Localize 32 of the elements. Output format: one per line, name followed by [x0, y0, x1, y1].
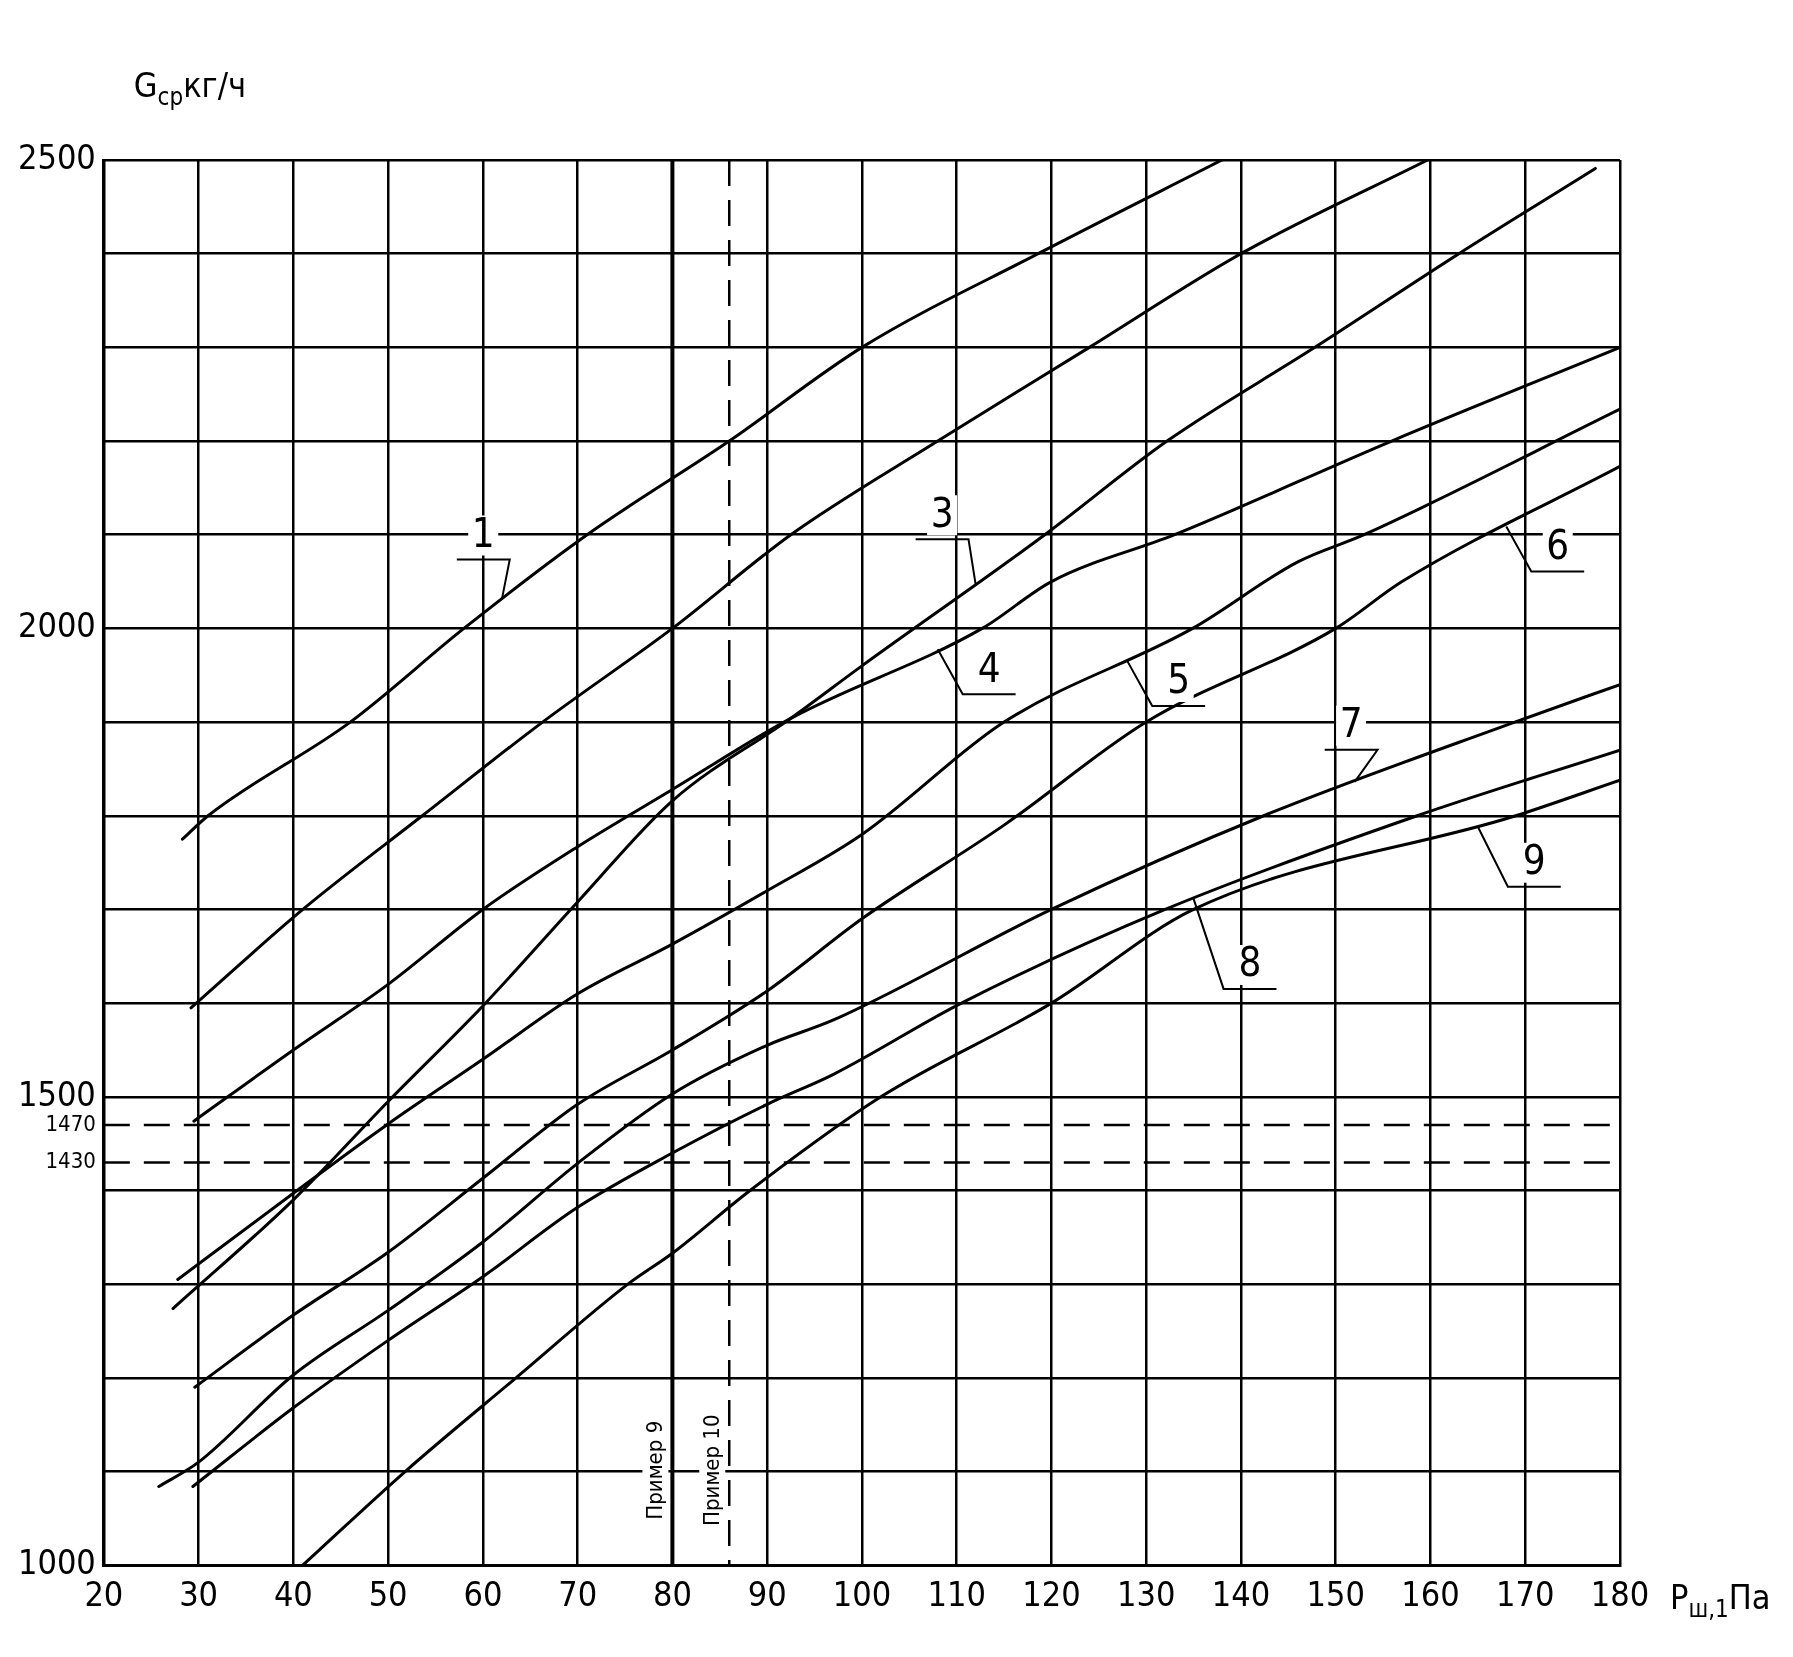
y-tick-label: 2500 [18, 136, 96, 177]
x-tick-label: 110 [927, 1574, 986, 1615]
y-tick-label: 2000 [18, 605, 96, 646]
x-tick-label: 120 [1022, 1574, 1081, 1615]
x-tick-label: 90 [747, 1574, 787, 1615]
x-tick-label: 180 [1590, 1574, 1650, 1615]
x-tick-label: 40 [273, 1574, 313, 1615]
x-tick-label: 20 [84, 1574, 124, 1615]
series-label: 3 [930, 489, 954, 536]
x-tick-label: 160 [1401, 1574, 1460, 1615]
x-tick-label: 150 [1306, 1574, 1365, 1615]
x-tick-label: 140 [1211, 1574, 1271, 1615]
x-tick-label: 80 [652, 1574, 692, 1615]
x-tick-label: 30 [179, 1574, 219, 1615]
series-label: 6 [1546, 521, 1570, 568]
series-label: 5 [1167, 656, 1191, 703]
series-label: 8 [1238, 939, 1262, 986]
x-tick-label: 60 [463, 1574, 503, 1615]
x-axis-title: P$_{ш,1}$Па [1670, 1577, 1771, 1623]
x-tick-label: 170 [1496, 1574, 1555, 1615]
series-label: 1 [471, 509, 495, 556]
ref-line-label: Пример 10 [698, 1414, 724, 1526]
x-tick-label: 70 [558, 1574, 598, 1615]
series-label: 4 [977, 644, 1001, 691]
series-label: 9 [1522, 837, 1546, 884]
y-axis-title: G$_{ср}$кг/ч [133, 65, 247, 111]
ref-line-label: 1430 [45, 1148, 96, 1174]
series-label: 7 [1339, 700, 1363, 747]
x-tick-label: 130 [1117, 1574, 1176, 1615]
ref-line-label: Пример 9 [642, 1420, 668, 1520]
x-tick-label: 100 [832, 1574, 892, 1615]
x-tick-label: 50 [368, 1574, 408, 1615]
